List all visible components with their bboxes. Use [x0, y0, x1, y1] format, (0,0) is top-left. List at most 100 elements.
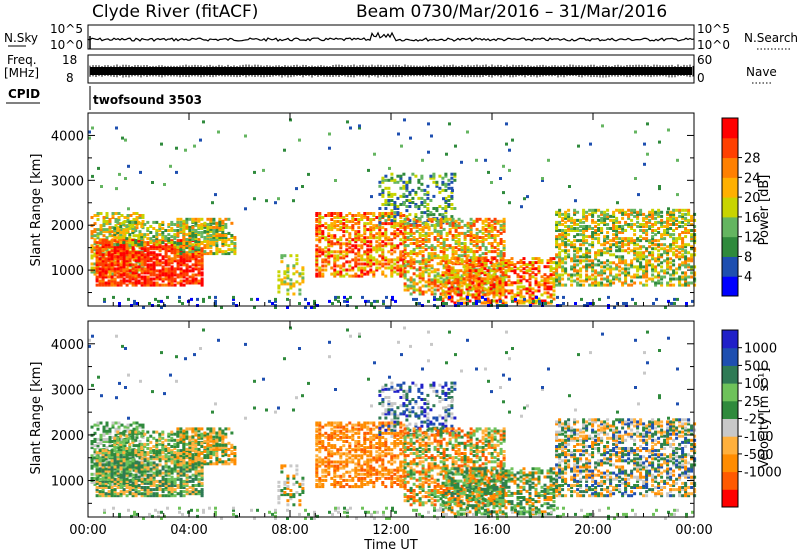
power-cell: [126, 274, 129, 277]
power-cell: [469, 279, 472, 282]
power-cell: [384, 207, 387, 210]
power-cell: [361, 296, 364, 299]
power-cell: [672, 237, 675, 240]
power-cell: [511, 281, 514, 284]
power-cell: [390, 212, 393, 215]
power-cell: [119, 225, 122, 228]
power-cell: [373, 153, 376, 156]
power-cell: [118, 216, 121, 219]
power-cell: [478, 293, 481, 296]
power-cell: [337, 300, 340, 303]
power-cell: [232, 302, 235, 305]
power-cell: [600, 249, 603, 252]
power-cell: [413, 224, 416, 227]
power-cell: [330, 240, 333, 243]
power-cell: [511, 296, 514, 299]
power-cell: [301, 272, 304, 275]
power-cell: [508, 149, 511, 152]
power-cell: [209, 218, 212, 221]
power-cell: [624, 211, 627, 214]
power-cell: [639, 282, 642, 285]
power-cell: [442, 289, 445, 292]
velocity-cell: [115, 422, 118, 425]
power-cell: [582, 280, 585, 283]
power-cell: [576, 263, 579, 266]
power-cell: [177, 274, 180, 277]
power-cell: [612, 219, 615, 222]
velocity-cell: [100, 422, 103, 425]
power-cell: [464, 242, 467, 245]
power-cell: [547, 159, 550, 162]
power-cell: [591, 227, 594, 230]
power-cell: [523, 257, 526, 260]
power-cell: [224, 240, 227, 243]
power-cell: [672, 233, 675, 236]
power-cell: [669, 257, 672, 260]
power-cell: [609, 253, 612, 256]
power-cell: [561, 223, 564, 226]
power-cell: [348, 250, 351, 253]
power-cell: [567, 239, 570, 242]
power-cell: [493, 263, 496, 266]
power-cell: [360, 214, 363, 217]
power-cell: [630, 249, 633, 252]
power-cell: [94, 214, 97, 217]
power-cell: [672, 209, 675, 212]
power-cell: [339, 271, 342, 274]
power-cell: [538, 257, 541, 260]
power-cell: [473, 285, 476, 288]
power-cell: [123, 278, 126, 281]
power-cell: [230, 248, 233, 251]
power-cell: [449, 244, 452, 247]
power-cell: [441, 181, 444, 184]
power-cell: [573, 280, 576, 283]
power-cell: [208, 296, 211, 299]
power-cell: [438, 191, 441, 194]
power-cell: [490, 287, 493, 290]
power-cell: [463, 277, 466, 280]
power-cell: [517, 261, 520, 264]
power-cell: [642, 284, 645, 287]
power-cell: [627, 213, 630, 216]
power-cell: [324, 265, 327, 268]
power-cell: [170, 235, 173, 238]
power-cell: [622, 302, 625, 305]
power-cell: [108, 263, 111, 266]
power-cell: [197, 231, 200, 234]
power-cell: [440, 287, 443, 290]
power-cell: [636, 243, 639, 246]
power-cell: [191, 226, 194, 229]
power-cell: [91, 175, 94, 178]
power-cell: [124, 139, 127, 142]
power-cell: [547, 285, 550, 288]
velocity-cell: [97, 442, 100, 445]
power-cell: [342, 254, 345, 257]
power-cell: [404, 236, 407, 239]
power-cell: [648, 245, 651, 248]
power-cell: [387, 187, 390, 190]
power-cell: [188, 232, 191, 235]
power-cell: [164, 229, 167, 232]
power-cell: [535, 296, 538, 299]
power-cell: [657, 253, 660, 256]
velocity-cell: [97, 438, 100, 441]
power-cell: [567, 209, 570, 212]
power-cell: [576, 239, 579, 242]
power-cell: [431, 224, 434, 227]
power-cell: [576, 278, 579, 281]
power-cell: [324, 269, 327, 272]
power-cell: [639, 239, 642, 242]
power-cell: [209, 250, 212, 253]
power-cell: [387, 191, 390, 194]
power-cell: [143, 223, 146, 226]
velocity-cell: [94, 444, 97, 447]
power-cell: [345, 242, 348, 245]
power-cell: [666, 211, 669, 214]
power-cell: [137, 237, 140, 240]
power-cell: [434, 268, 437, 271]
power-cell: [407, 260, 410, 263]
power-cell: [579, 219, 582, 222]
power-cell: [162, 245, 165, 248]
power-cell: [447, 203, 450, 206]
power-cell: [567, 278, 570, 281]
